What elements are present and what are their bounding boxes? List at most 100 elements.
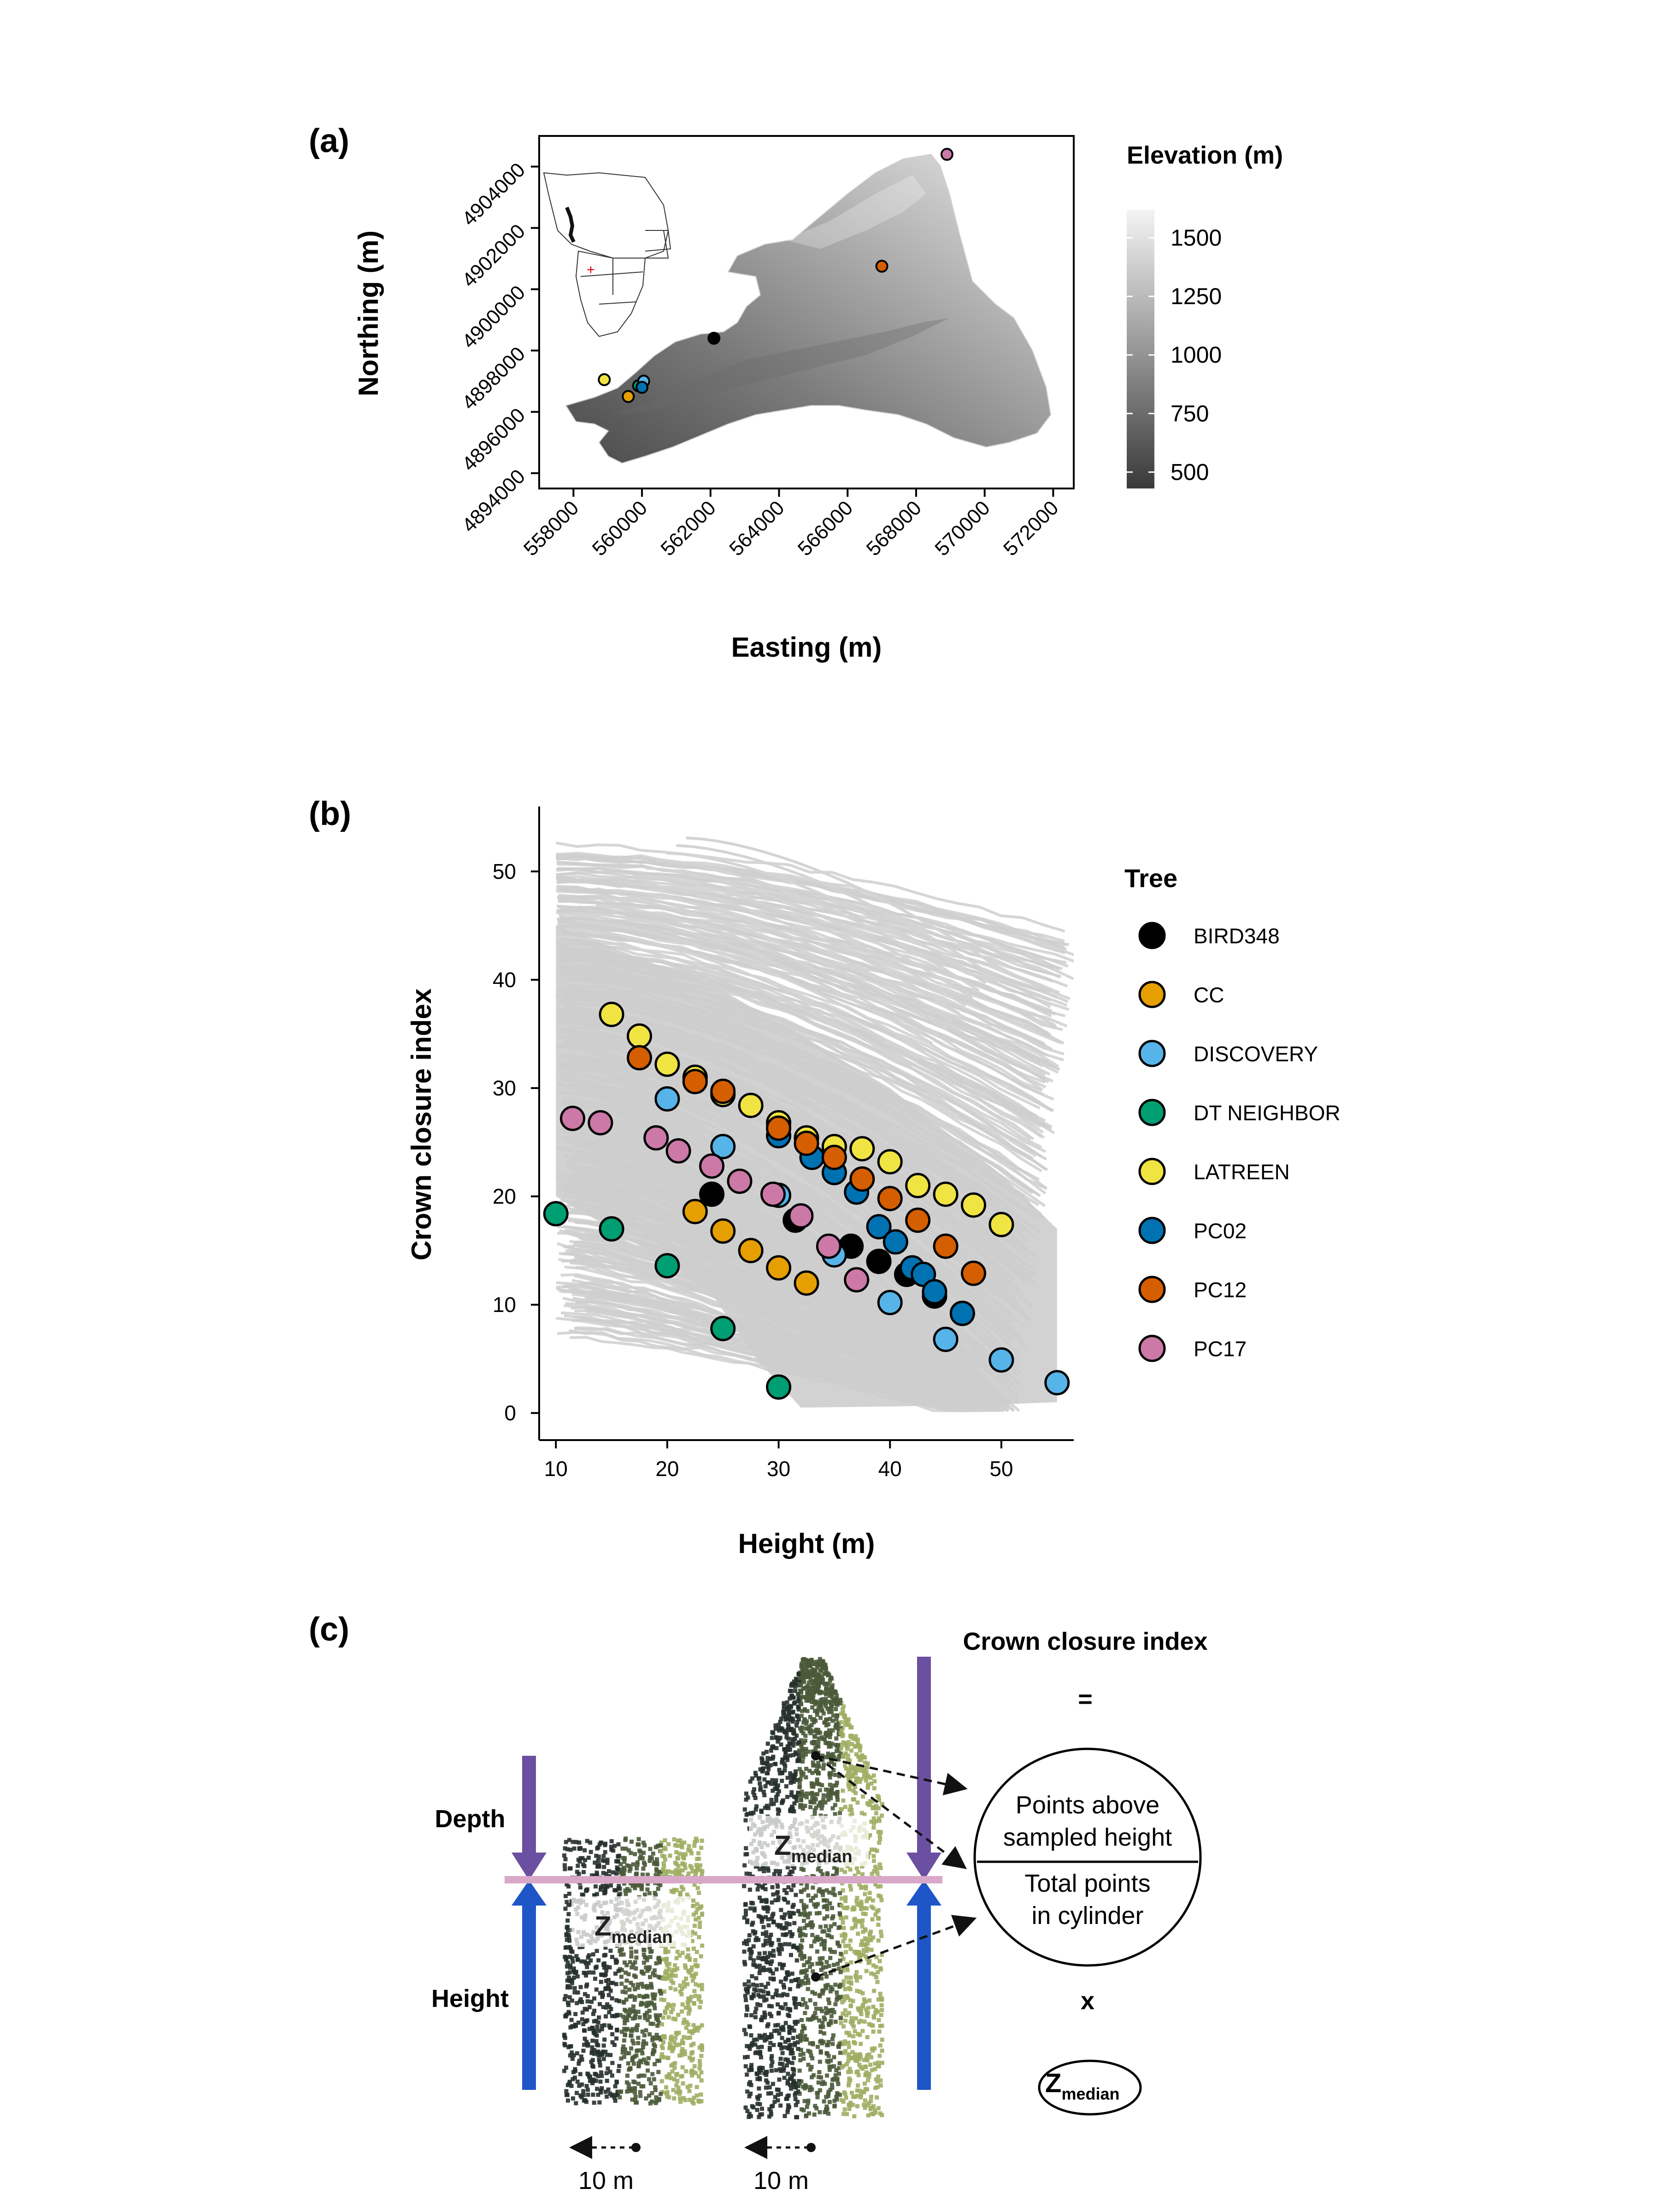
cloud-point	[800, 1789, 804, 1794]
cloud-point	[662, 1864, 666, 1869]
cloud-point	[742, 1949, 747, 1954]
cloud-point	[811, 1672, 815, 1677]
cloud-point	[865, 1761, 870, 1766]
cloud-point	[809, 1898, 813, 1903]
cloud-point	[694, 2085, 699, 2089]
cloud-point	[851, 1774, 855, 1779]
cloud-point	[604, 1986, 608, 1990]
cloud-point	[781, 1983, 786, 1987]
cloud-point	[865, 2103, 870, 2107]
cloud-point	[759, 1899, 764, 1903]
cloud-point	[633, 2015, 637, 2019]
cloud-point	[850, 2022, 854, 2026]
cloud-point	[804, 1904, 809, 1909]
cloud-point	[631, 1983, 635, 1988]
cloud-point	[782, 2066, 786, 2071]
data-point-latreen	[905, 1173, 931, 1199]
cloud-point	[799, 1738, 803, 1742]
data-point-pc17	[788, 1203, 814, 1229]
cloud-point	[818, 1675, 822, 1679]
cloud-point	[691, 1912, 696, 1917]
cloud-point	[609, 2007, 613, 2011]
data-point-discovery	[877, 1289, 903, 1315]
cloud-point	[818, 1960, 823, 1965]
cloud-point	[608, 2025, 612, 2030]
cloud-point	[684, 1977, 688, 1981]
cloud-point	[687, 1844, 691, 1848]
cloud-point	[563, 1857, 568, 1861]
cloud-point	[629, 1950, 634, 1954]
cloud-point	[824, 1888, 829, 1893]
cloud-point	[688, 2036, 692, 2040]
cloud-point	[847, 1768, 852, 1773]
cloud-point	[572, 1846, 577, 1851]
cloud-point	[843, 2018, 848, 2023]
cloud-point	[689, 2030, 694, 2034]
cloud-point	[777, 1962, 782, 1966]
cloud-point	[797, 2079, 801, 2083]
cloud-point	[818, 1690, 823, 1694]
cloud-point	[659, 2092, 663, 2096]
cloud-point	[657, 2098, 661, 2102]
cloud-point	[862, 1997, 866, 2001]
cloud-point	[818, 1730, 823, 1735]
cloud-point	[769, 2056, 774, 2061]
cloud-point	[865, 1765, 870, 1770]
cloud-point	[877, 1841, 882, 1845]
cloud-point	[793, 1684, 797, 1689]
cloud-point	[869, 2055, 874, 2059]
cloud-point	[830, 2077, 835, 2082]
cloud-point	[799, 1899, 804, 1903]
cloud-point	[791, 1740, 796, 1744]
cloud-point	[699, 1954, 703, 1959]
cloud-point	[593, 2029, 597, 2033]
cloud-point	[679, 1841, 684, 1846]
cloud-point	[850, 2050, 855, 2054]
cloud-point	[664, 1871, 669, 1876]
cloud-point	[621, 1952, 626, 1957]
cloud-point	[813, 1991, 818, 1996]
cloud-point	[838, 2093, 842, 2097]
cloud-point	[822, 1916, 827, 1921]
cloud-point	[825, 1794, 830, 1799]
cloud-point	[815, 1949, 819, 1954]
cloud-point	[845, 1747, 849, 1751]
cloud-point	[849, 2003, 853, 2008]
cloud-point	[855, 2104, 859, 2108]
cloud-point	[765, 2070, 769, 2074]
cloud-point	[594, 1965, 598, 1970]
cloud-point	[753, 1930, 758, 1935]
cloud-point	[812, 1939, 817, 1944]
cloud-point	[827, 2023, 831, 2027]
cloud-point	[838, 1811, 842, 1815]
cloud-point	[596, 2053, 601, 2057]
cloud-point	[601, 2049, 606, 2054]
cloud-point	[829, 2014, 834, 2018]
cloud-point	[697, 2059, 702, 2063]
cloud-point	[878, 1884, 883, 1888]
cloud-point	[694, 1950, 699, 1954]
inset-map: +	[543, 172, 671, 337]
cloud-point	[822, 1941, 827, 1946]
cloud-point	[848, 1774, 853, 1779]
cloud-point	[747, 2068, 751, 2072]
cloud-point	[856, 2006, 860, 2011]
ridge-shade	[783, 175, 926, 249]
cloud-point	[654, 1857, 659, 1862]
cloud-point	[824, 1974, 829, 1979]
cloud-point	[675, 1949, 680, 1954]
cloud-point	[841, 1957, 846, 1961]
cloud-point	[563, 1846, 567, 1851]
cloud-point	[787, 1911, 791, 1915]
cloud-point	[610, 2032, 615, 2036]
cloud-point	[669, 2035, 674, 2039]
cloud-point	[810, 1933, 815, 1937]
cloud-point	[817, 2070, 822, 2074]
cloud-point	[878, 1992, 882, 1996]
cloud-point	[659, 2044, 664, 2048]
cloud-point	[776, 1884, 780, 1889]
cloud-point	[596, 2074, 600, 2078]
cloud-point	[753, 2015, 758, 2019]
cloud-point	[813, 2104, 818, 2108]
cloud-point	[654, 1862, 659, 1866]
